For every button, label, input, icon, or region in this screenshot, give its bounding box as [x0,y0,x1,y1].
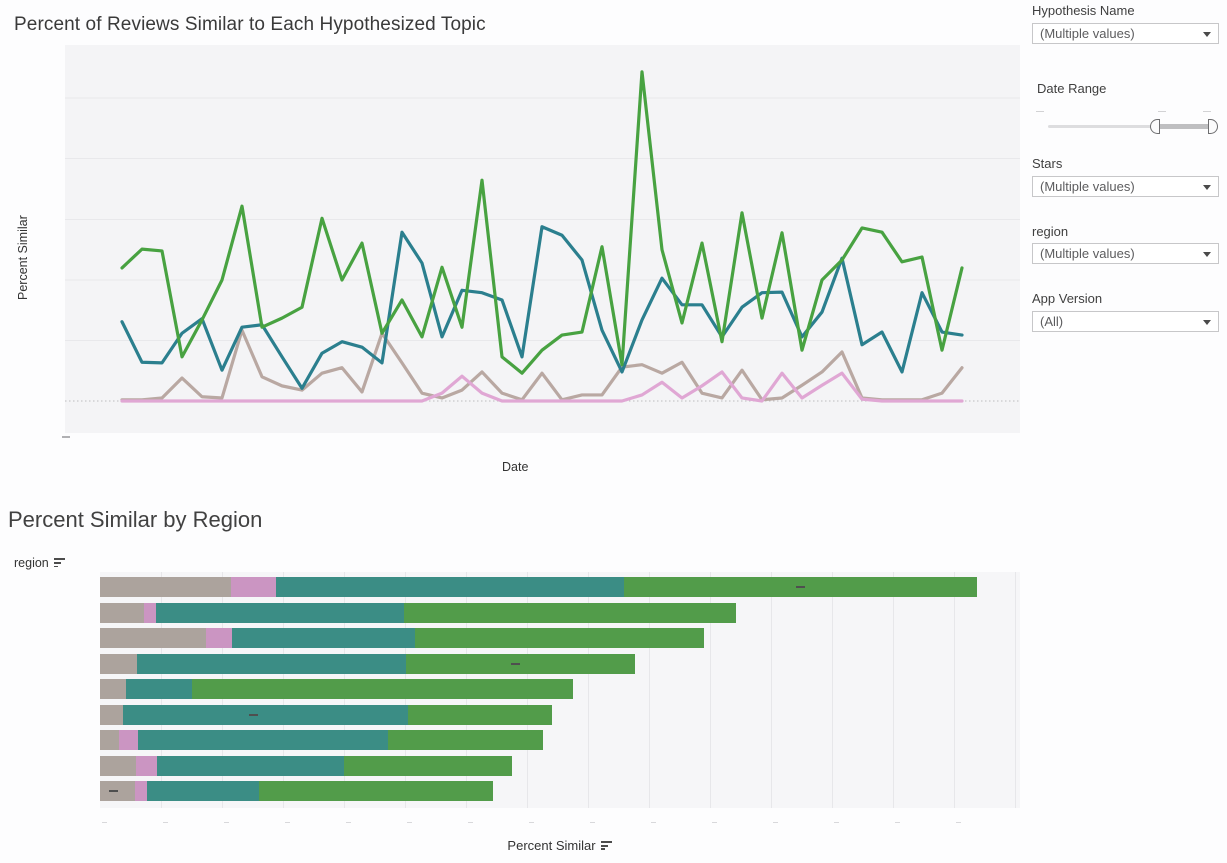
bar-segment-teal[interactable] [126,679,193,699]
bar-segment-teal[interactable] [137,730,388,750]
line-series-gray[interactable] [120,328,964,402]
chevron-down-icon [1203,32,1211,37]
line-chart-plot [65,45,1020,433]
axis-tick-label-dash [590,822,595,823]
slider-tick-dash [1158,111,1166,112]
date-range-slider-selection[interactable] [1157,124,1213,129]
date-range-slider-handle-start[interactable] [1150,119,1160,134]
axis-tick-label-dash [163,822,168,823]
line-series-green[interactable] [120,70,964,375]
filter-label-app-version: App Version [1032,291,1103,306]
axis-tick-label-dash [102,822,107,823]
gridline [1015,572,1016,808]
bar-chart-plot [100,572,1020,808]
bar-segment-gray[interactable] [100,653,138,674]
bar-segment-teal[interactable] [156,602,405,623]
gridline [954,572,955,808]
bar-segment-green[interactable] [387,730,543,750]
chevron-down-icon [1203,320,1211,325]
axis-tick-label-dash [224,822,229,823]
bar-segment-pink[interactable] [134,781,147,801]
line-chart-title: Percent of Reviews Similar to Each Hypot… [14,14,486,35]
axis-tick-label-dash [285,822,290,823]
bar-segment-gray[interactable] [100,602,144,623]
axis-tick-label-dash [346,822,351,823]
x-axis-label: Date [502,460,529,474]
bar-mark-label-dash [108,790,118,792]
filter-label-hypothesis-name: Hypothesis Name [1032,3,1135,18]
date-range-slider-track[interactable] [1048,125,1216,128]
bar-axis-ticks [100,822,1020,826]
axis-tick-label-dash [468,822,473,823]
bar-segment-gray[interactable] [100,628,207,648]
region-value: (Multiple values) [1040,246,1135,261]
axis-tick-label-dash [773,822,778,823]
line-series-pink[interactable] [120,370,964,403]
bar-segment-teal[interactable] [232,628,416,648]
filter-label-date-range: Date Range [1037,81,1107,96]
gridline [832,572,833,808]
bar-segment-gray[interactable] [100,679,127,699]
gridline [893,572,894,808]
filter-label-stars: Stars [1032,156,1063,171]
region-column-label: region [14,556,49,570]
bar-mark-label-dash [249,713,259,716]
axis-tick-label-dash [956,822,961,823]
filter-label-region: region [1032,224,1069,239]
slider-tick-dash [1203,111,1211,112]
bar-segment-gray[interactable] [100,704,124,725]
sort-icon[interactable] [600,841,613,852]
bar-segment-green[interactable] [415,628,705,648]
bar-segment-pink[interactable] [143,602,157,623]
bar-x-axis-label: Percent Similar [507,838,596,853]
bar-row-header: region [14,556,66,570]
y-axis-label: Percent Similar [16,215,30,300]
gridline [649,572,650,808]
bar-segment-teal[interactable] [276,577,624,597]
bar-segment-green[interactable] [408,704,552,725]
axis-tick-label-dash [651,822,656,823]
bar-segment-teal[interactable] [156,755,344,776]
axis-tick-label-dash [529,822,534,823]
date-range-slider-handle-end[interactable] [1208,119,1218,134]
app-version-value: (All) [1040,314,1064,329]
axis-tick-label-dash [834,822,839,823]
hypothesis-name-dropdown[interactable]: (Multiple values) [1032,23,1219,44]
bar-segment-teal[interactable] [137,653,407,674]
chevron-down-icon [1203,185,1211,190]
bar-segment-green[interactable] [192,679,574,699]
chevron-down-icon [1203,252,1211,257]
bar-segment-gray[interactable] [100,730,119,750]
bar-segment-gray[interactable] [100,577,232,597]
bar-segment-green[interactable] [259,781,494,801]
x-axis-tick-label-dash [62,436,70,438]
bar-segment-green[interactable] [404,602,736,623]
hypothesis-name-value: (Multiple values) [1040,26,1135,41]
bar-mark-label-dash [796,586,806,588]
bar-x-axis-label-row: Percent Similar [0,838,1120,853]
bar-segment-gray[interactable] [100,755,136,776]
gridline [588,572,589,808]
stars-value: (Multiple values) [1040,179,1135,194]
gridline [771,572,772,808]
axis-tick-label-dash [407,822,412,823]
sort-icon[interactable] [53,558,66,569]
bar-mark-label-dash [510,662,520,665]
app-version-dropdown[interactable]: (All) [1032,311,1219,332]
bar-segment-pink[interactable] [118,730,138,750]
bar-segment-pink[interactable] [206,628,233,648]
bar-chart-title: Percent Similar by Region [8,507,263,532]
bar-segment-green[interactable] [344,755,512,776]
axis-tick-label-dash [712,822,717,823]
bar-segment-teal[interactable] [123,704,409,725]
region-dropdown[interactable]: (Multiple values) [1032,243,1219,264]
bar-segment-teal[interactable] [146,781,260,801]
gridline [710,572,711,808]
stars-dropdown[interactable]: (Multiple values) [1032,176,1219,197]
axis-tick-label-dash [895,822,900,823]
slider-tick-dash [1036,111,1044,112]
bar-segment-green[interactable] [406,653,635,674]
bar-segment-pink[interactable] [135,755,157,776]
bar-segment-pink[interactable] [231,577,277,597]
